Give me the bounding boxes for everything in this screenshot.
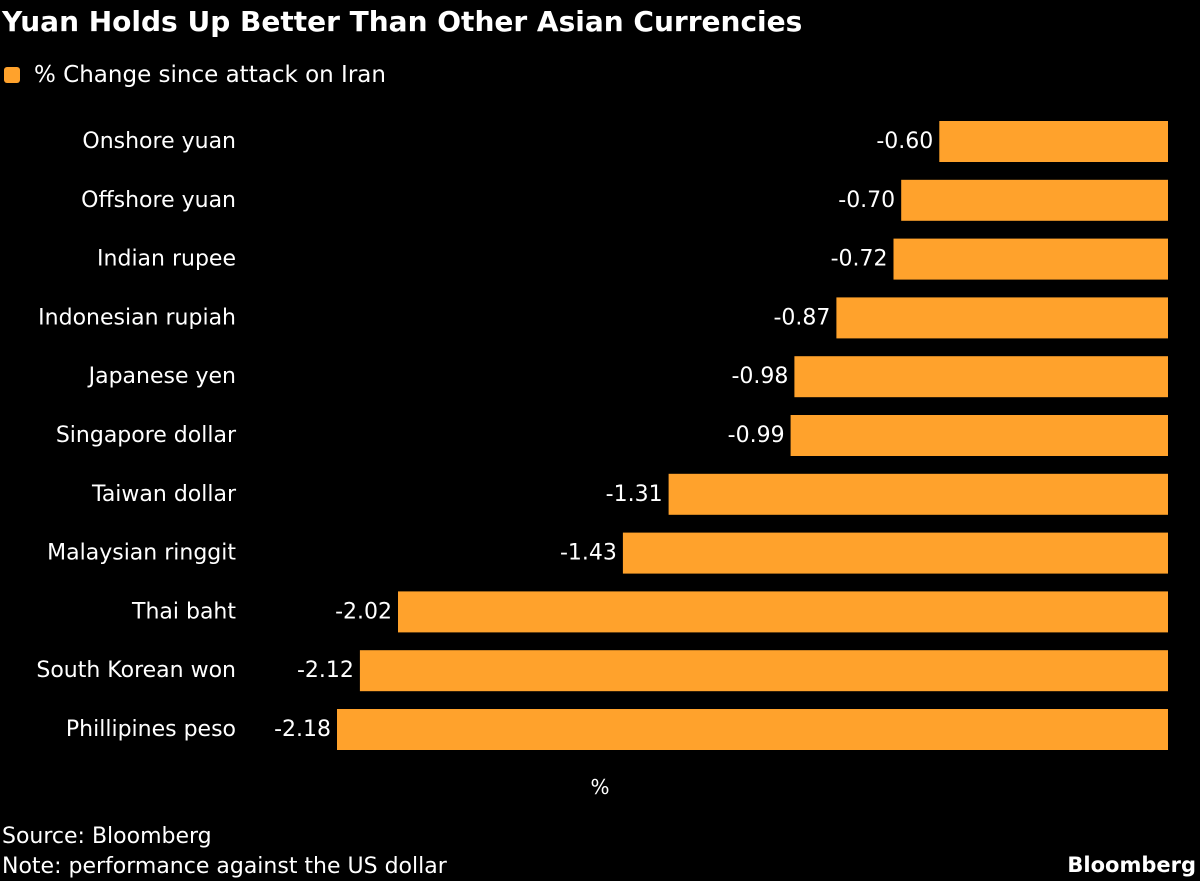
bloomberg-logo: Bloomberg xyxy=(1067,853,1196,877)
value-label: -2.18 xyxy=(274,717,331,742)
bar-thai-baht xyxy=(398,591,1168,633)
category-label: Thai baht xyxy=(131,599,236,624)
category-label: Onshore yuan xyxy=(82,129,236,154)
value-label: -0.99 xyxy=(728,423,785,448)
category-label: Taiwan dollar xyxy=(91,482,237,507)
bar-indian-rupee xyxy=(893,238,1168,280)
x-axis-label: % xyxy=(590,775,609,799)
value-label: -0.87 xyxy=(773,305,830,330)
source-note: Source: Bloomberg xyxy=(2,824,212,849)
bar-chart: Onshore yuan -0.60 Offshore yuan -0.70 India… xyxy=(36,121,1168,799)
category-label: Malaysian ringgit xyxy=(47,541,236,566)
category-label: South Korean won xyxy=(36,658,236,683)
bar-singapore-dollar xyxy=(790,415,1168,456)
value-label: -2.02 xyxy=(335,599,392,624)
value-label: -0.70 xyxy=(838,188,895,213)
category-label: Phillipines peso xyxy=(66,717,236,742)
bar-malaysian-ringgit xyxy=(622,532,1168,574)
bar-indonesian-rupiah xyxy=(836,297,1168,339)
category-label: Offshore yuan xyxy=(81,188,236,213)
bar-taiwan-dollar xyxy=(668,473,1168,515)
value-label: -1.43 xyxy=(560,541,617,566)
chart-title: Yuan Holds Up Better Than Other Asian Cu… xyxy=(2,5,803,38)
category-label: Indian rupee xyxy=(97,247,236,272)
bar-south-korean-won xyxy=(359,650,1168,692)
value-label: -0.72 xyxy=(831,247,888,272)
bar-offshore-yuan xyxy=(901,179,1168,221)
bar-onshore-yuan xyxy=(939,121,1168,162)
value-label: -1.31 xyxy=(606,482,663,507)
legend: % Change since attack on Iran xyxy=(4,60,386,90)
footnote: Note: performance against the US dollar xyxy=(2,854,447,879)
value-label: -2.12 xyxy=(297,658,354,683)
category-label: Japanese yen xyxy=(87,364,236,389)
category-label: Indonesian rupiah xyxy=(38,305,236,330)
value-label: -0.98 xyxy=(731,364,788,389)
value-label: -0.60 xyxy=(876,129,933,154)
legend-swatch xyxy=(4,67,20,83)
bar-phillipines-peso xyxy=(337,709,1168,750)
bar-japanese-yen xyxy=(794,356,1168,398)
category-label: Singapore dollar xyxy=(56,423,237,448)
legend-label: % Change since attack on Iran xyxy=(34,62,386,88)
